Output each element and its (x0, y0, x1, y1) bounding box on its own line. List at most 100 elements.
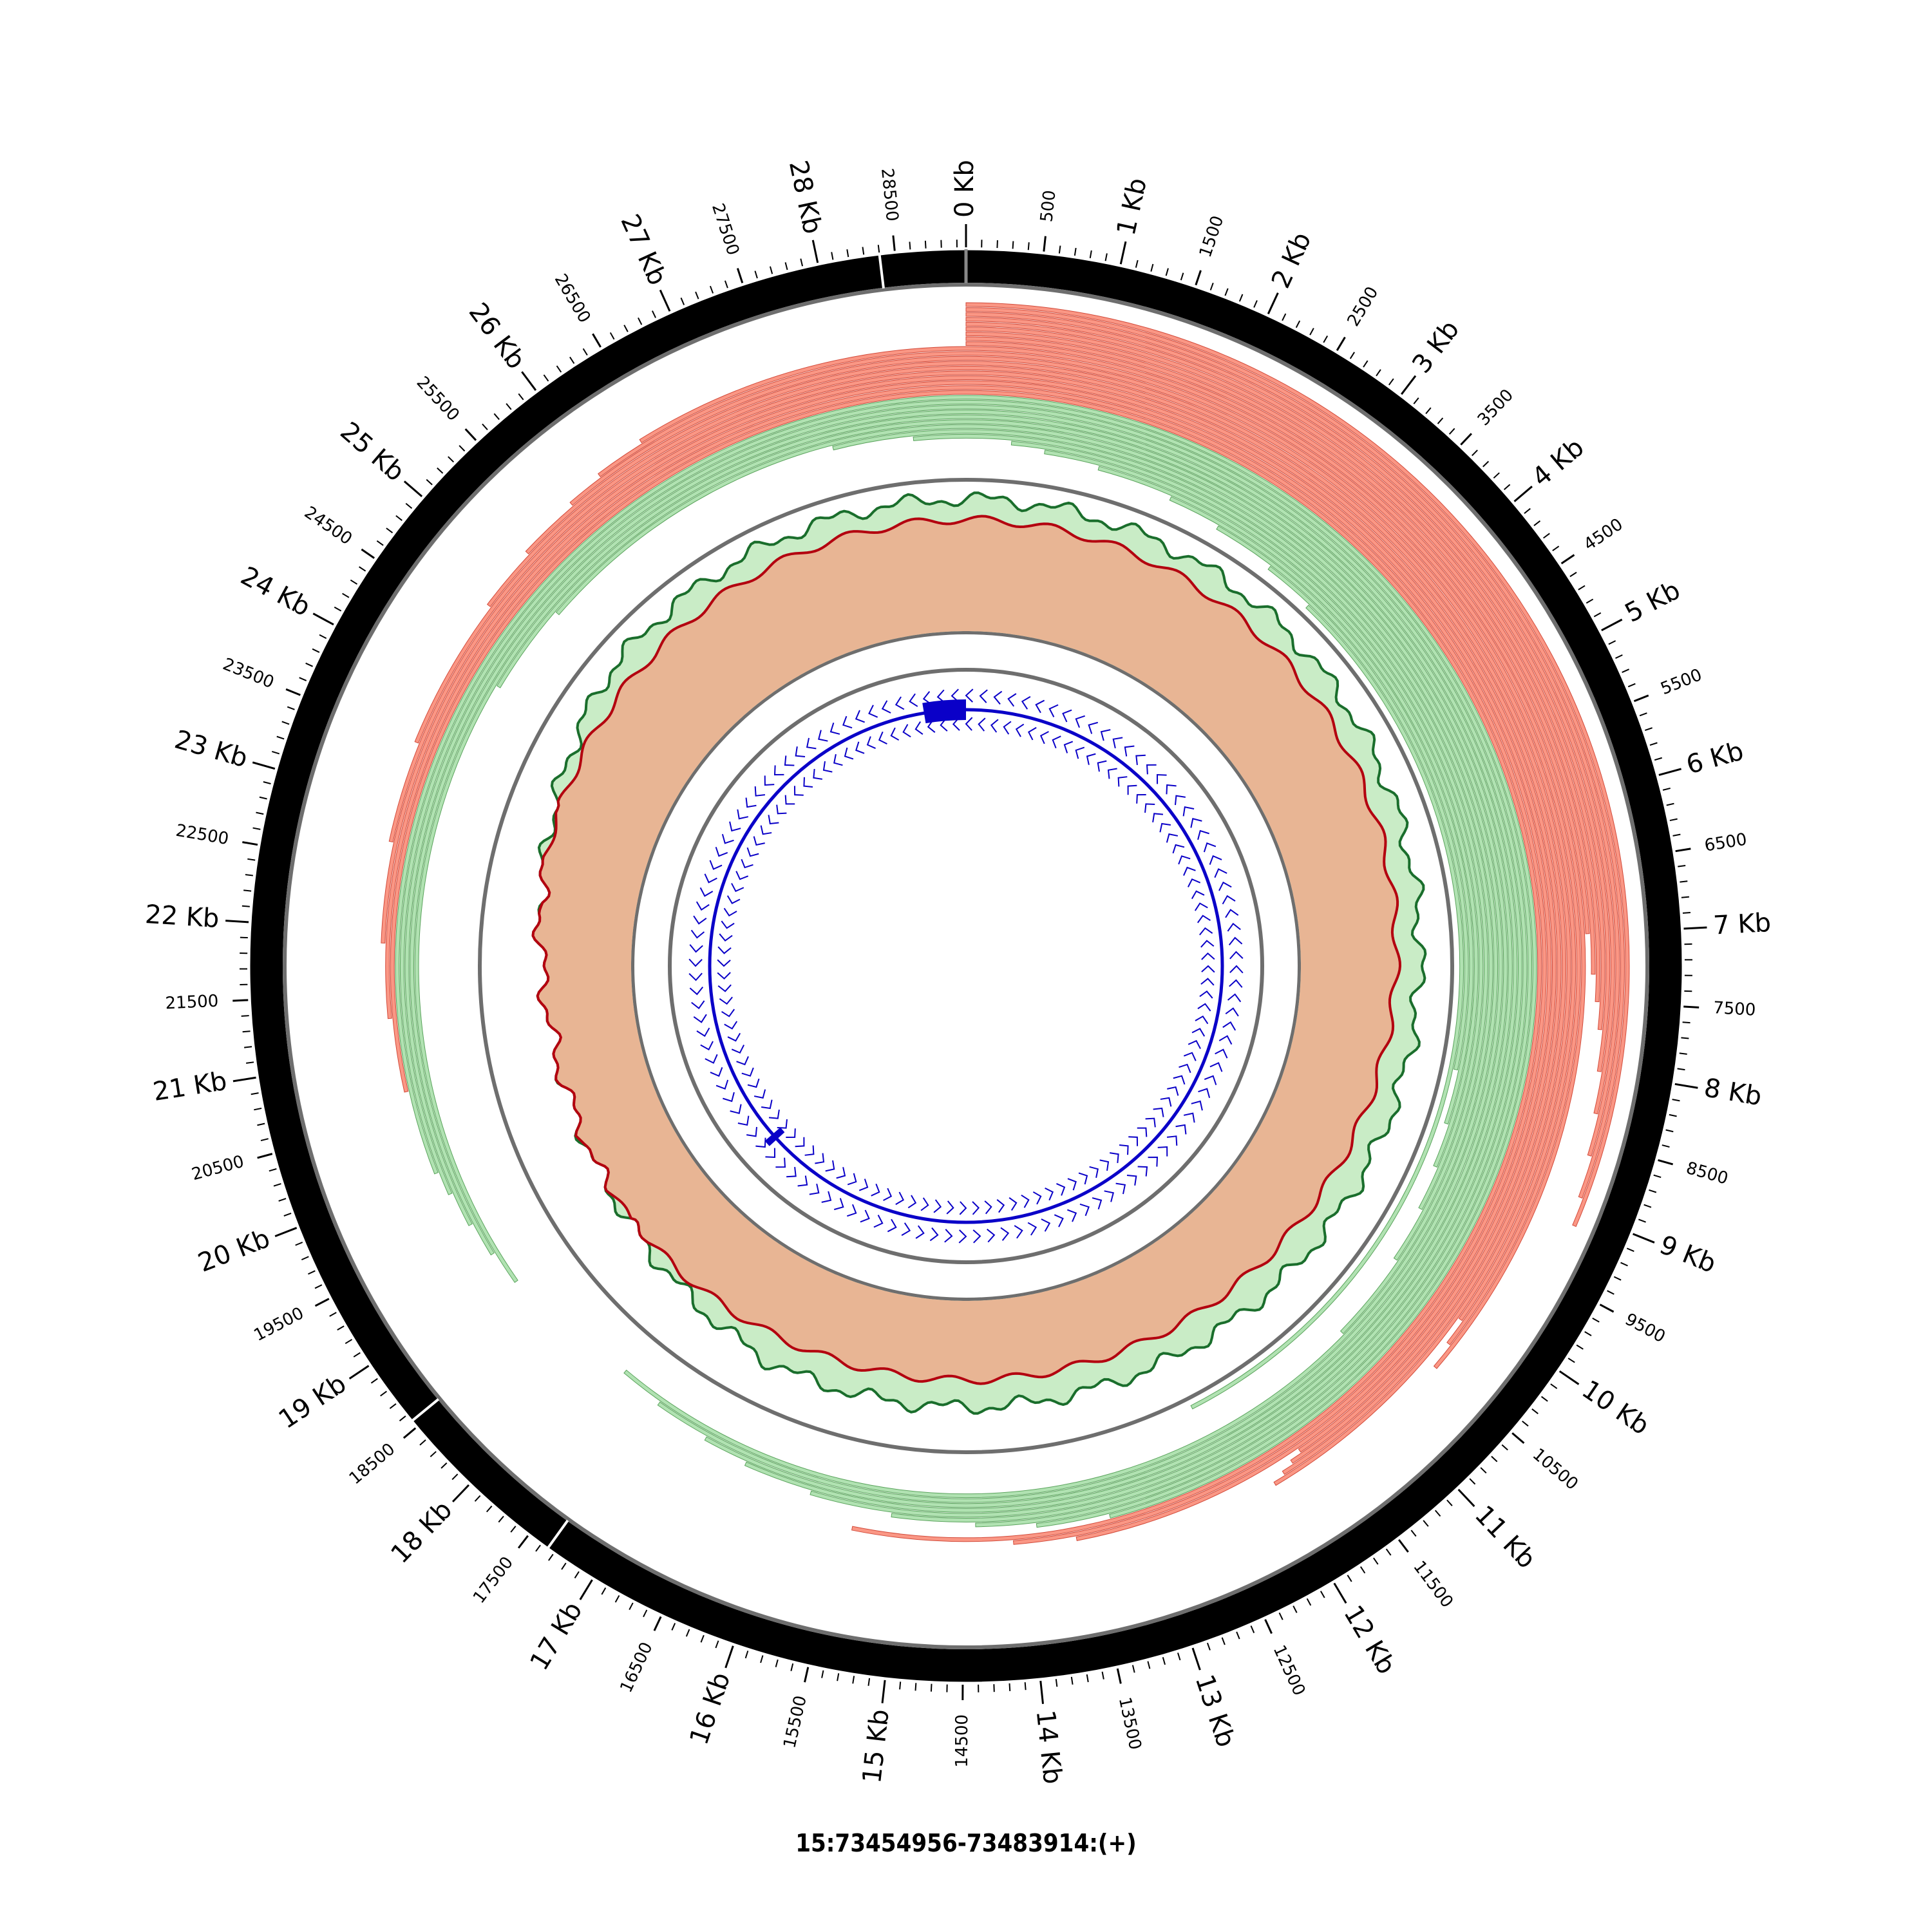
coverage-total-line (531, 491, 1427, 1415)
gene-strand-chevron (690, 929, 705, 939)
gene-strand-chevron (866, 736, 876, 749)
scale-label-minor: 11500 (1409, 1557, 1457, 1611)
gene-strand-chevron (1152, 813, 1164, 823)
gene-strand-chevron (1035, 699, 1045, 714)
scale-tick (1446, 1499, 1453, 1506)
read-arc (388, 375, 1557, 1453)
gene-strand-chevron (1112, 737, 1123, 749)
gene-strand-chevron (1124, 745, 1135, 757)
gene-strand-chevron (1045, 1187, 1054, 1201)
read-arc (1044, 450, 1488, 1261)
scale-tick (1278, 1612, 1283, 1620)
gene-strand-chevron (765, 1148, 776, 1159)
gene-strand-chevron (1009, 1197, 1018, 1211)
gene-strand-chevron (1187, 878, 1201, 887)
scale-tick (269, 1168, 277, 1172)
gene-strand-chevron (688, 958, 703, 967)
gene-strand-chevron (944, 1229, 953, 1243)
gene-strand-chevron (1109, 1152, 1119, 1164)
gene-strand-chevron (907, 1195, 917, 1209)
gene-strand-chevron (764, 775, 775, 786)
scale-tick (295, 1242, 303, 1246)
scale-tick (1503, 484, 1511, 491)
scale-tick (775, 1659, 779, 1667)
scale-tick (862, 247, 865, 255)
gene-strand-chevron (797, 1175, 808, 1187)
gene-strand-chevron (965, 688, 974, 703)
gene-strand-chevron (1157, 1146, 1168, 1157)
gene-strand-chevron (958, 1229, 967, 1244)
gene-strand-chevron (693, 1014, 707, 1023)
gene-strand-chevron (806, 737, 817, 750)
scale-tick (299, 677, 307, 681)
gene-strand-chevron (978, 717, 986, 732)
gene-exon (922, 699, 966, 724)
gene-strand-chevron (768, 815, 779, 825)
gene-strand-chevron (777, 1119, 788, 1129)
scale-tick (784, 262, 788, 270)
gene-strand-chevron (1062, 709, 1072, 723)
scale-tick (1569, 571, 1577, 578)
read-arc (965, 312, 1620, 1157)
read-arc (1267, 565, 1469, 1071)
gene-strand-chevron (741, 1067, 754, 1077)
scale-label-minor: 26500 (551, 270, 594, 326)
gene-strand-chevron (1048, 704, 1059, 717)
scale-label-major: 21 Kb (151, 1066, 229, 1107)
scale-tick (1533, 520, 1541, 526)
scale-tick (1457, 1488, 1475, 1508)
gene-strand-chevron (901, 1222, 911, 1236)
scale-label-major: 2 Kb (1266, 228, 1317, 293)
scale-tick (914, 1683, 917, 1691)
gene-strand-chevron (979, 689, 988, 703)
gene-strand-chevron (972, 1229, 981, 1244)
scale-tick (242, 905, 250, 907)
gene-strand-chevron (721, 920, 735, 929)
scale-tick (403, 480, 423, 497)
gene-strand-chevron (1203, 842, 1217, 853)
scale-label-major: 6 Kb (1683, 736, 1747, 780)
gene-strand-chevron (1146, 764, 1157, 775)
scale-label-major: 25 Kb (334, 417, 410, 488)
gene-strand-chevron (833, 1198, 844, 1211)
read-arcs-track (381, 302, 1630, 1545)
scale-label-minor: 17500 (469, 1553, 517, 1607)
gene-strand-chevron (914, 721, 923, 735)
scale-tick (251, 1092, 259, 1095)
read-arc (1190, 604, 1464, 1410)
gene-strand-chevron (946, 1200, 954, 1215)
scale-tick (386, 527, 393, 534)
gene-track-outer-border (668, 668, 1264, 1264)
scale-tick (1295, 320, 1301, 328)
gene-strand-chevron (1178, 855, 1191, 865)
gene-strand-chevron (1119, 1144, 1129, 1155)
scale-tick (242, 1030, 251, 1033)
scale-tick (256, 811, 264, 815)
scale-tick (1448, 428, 1455, 435)
gene-strand-chevron (688, 972, 703, 981)
scale-tick (811, 240, 819, 263)
gene-strand-chevron (723, 907, 737, 917)
scale-tick (437, 467, 444, 474)
read-arc (385, 385, 1547, 1545)
scale-label-major: 22 Kb (144, 900, 220, 934)
gene-strand-chevron (1056, 1183, 1066, 1196)
gene-strand-chevron (815, 1153, 825, 1164)
scale-tick (1592, 1318, 1600, 1323)
scale-tick (1119, 241, 1127, 265)
scale-tick (1238, 294, 1244, 302)
scale-tick (1162, 1657, 1166, 1665)
scale-label-major: 0 Kb (950, 160, 980, 218)
scale-tick (260, 1138, 269, 1142)
gene-strand-chevron (804, 1145, 815, 1156)
scale-label-major: 7 Kb (1712, 908, 1772, 941)
scale-tick (451, 1484, 470, 1502)
gene-strand-chevron (1054, 1214, 1064, 1227)
scale-tick (1491, 1455, 1498, 1463)
gene-strand-chevron (873, 1215, 884, 1228)
scale-tick (1567, 1358, 1575, 1363)
gene-strand-chevron (1214, 868, 1227, 878)
gene-strand-chevron (909, 693, 918, 707)
scale-tick (345, 1339, 353, 1345)
scale-tick (1680, 880, 1688, 883)
